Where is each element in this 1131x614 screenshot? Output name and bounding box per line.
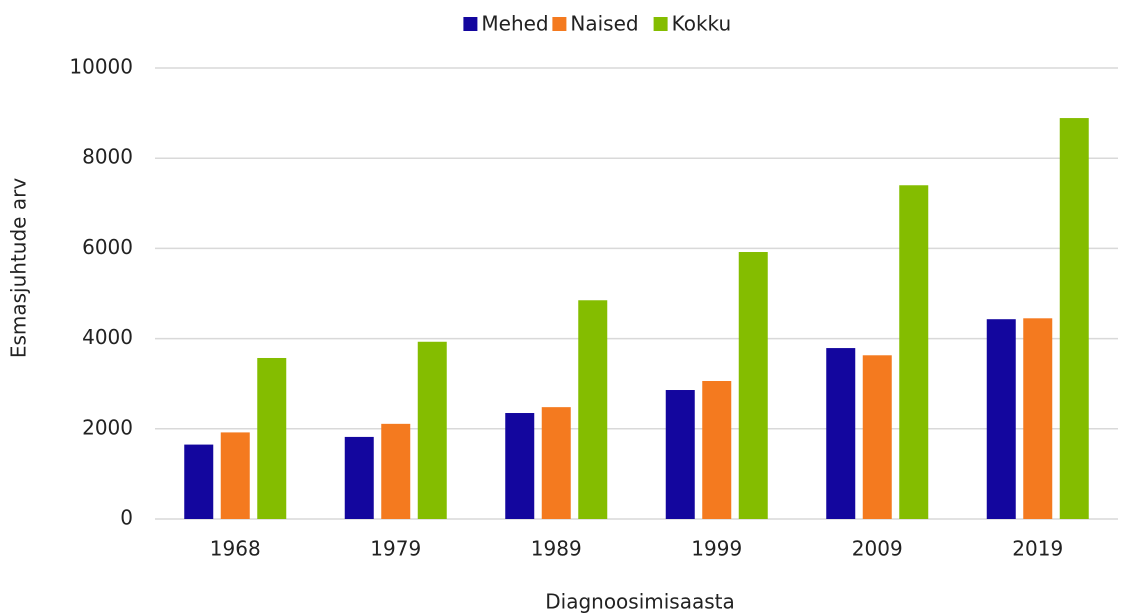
bar: [702, 380, 732, 519]
bar: [257, 357, 287, 519]
bar: [1023, 318, 1053, 519]
bar: [578, 300, 608, 519]
x-tick-label: 2009: [852, 537, 903, 561]
bar: [986, 319, 1016, 519]
legend-label: Kokku: [672, 12, 732, 36]
legend-label: Naised: [570, 12, 638, 36]
bar: [1059, 118, 1089, 519]
y-tick-label: 6000: [82, 235, 133, 259]
x-tick-label: 1968: [210, 537, 261, 561]
bar: [862, 355, 892, 519]
y-tick-label: 4000: [82, 325, 133, 349]
x-tick-label: 1999: [691, 537, 742, 561]
legend-label: Mehed: [481, 12, 548, 36]
bar: [344, 436, 374, 519]
x-tick-label: 1979: [370, 537, 421, 561]
legend-swatch: [463, 17, 478, 31]
y-tick-label: 10000: [69, 55, 133, 79]
legend-swatch: [653, 17, 668, 31]
x-tick-label: 2019: [1012, 537, 1063, 561]
bar: [665, 390, 695, 519]
y-tick-label: 2000: [82, 415, 133, 439]
bar: [899, 185, 929, 519]
bar: [505, 413, 535, 519]
x-tick-label: 1989: [531, 537, 582, 561]
y-axis-title: Esmasjuhtude arv: [7, 178, 31, 358]
bar: [184, 444, 214, 519]
bar: [738, 252, 768, 519]
y-tick-label: 0: [120, 506, 133, 530]
bar: [541, 407, 571, 519]
bar: [826, 348, 856, 519]
legend-swatch: [552, 17, 567, 31]
bar: [417, 341, 447, 519]
x-axis-title: Diagnoosimisaasta: [545, 590, 735, 614]
bar: [381, 423, 411, 519]
y-tick-label: 8000: [82, 145, 133, 169]
bar: [220, 432, 250, 519]
